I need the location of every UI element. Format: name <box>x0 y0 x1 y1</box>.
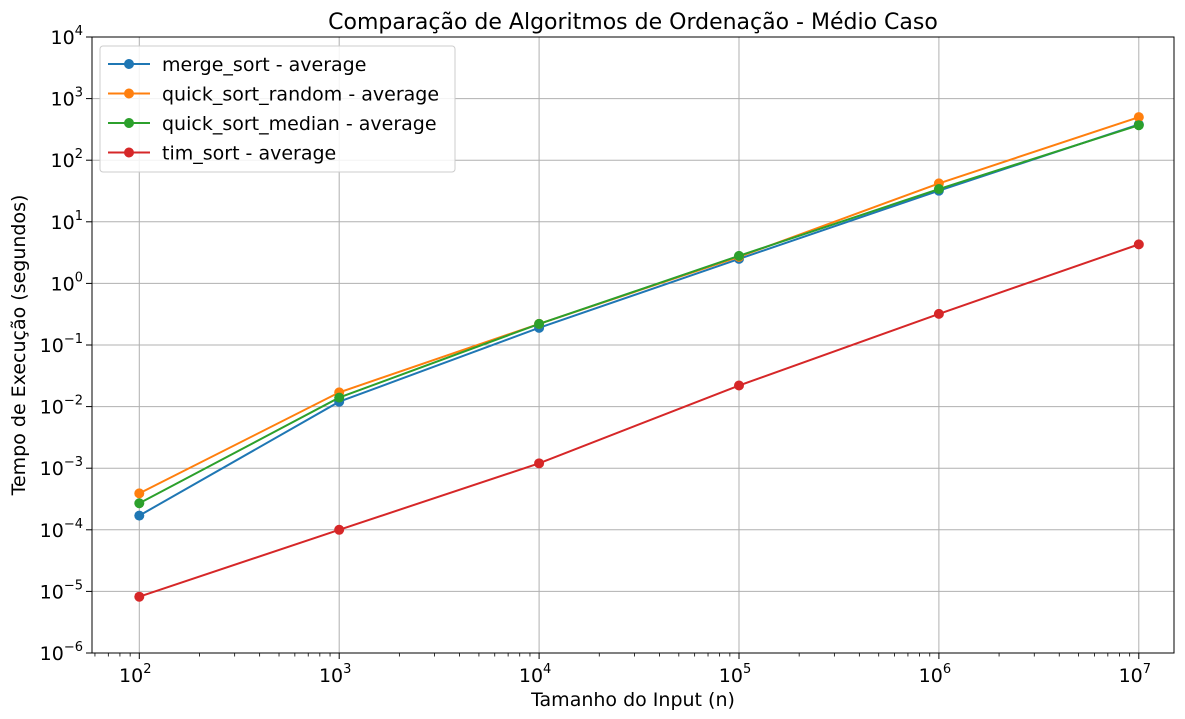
x-tick-label: 105 <box>719 662 751 687</box>
legend-marker-0 <box>124 59 134 69</box>
data-point-2-1 <box>334 392 345 403</box>
y-tick-label: 103 <box>51 86 83 111</box>
x-axis-ticks: 102 103 104 105 106 107 <box>119 653 1151 687</box>
x-axis-label: Tamanho do Input (n) <box>530 689 735 711</box>
legend-label-1: quick_sort_random - average <box>162 84 439 106</box>
legend-label-2: quick_sort_median - average <box>162 113 437 135</box>
data-point-0-0 <box>134 510 145 521</box>
y-tick-label: 10−1 <box>40 332 83 357</box>
data-point-3-0 <box>134 591 145 602</box>
data-point-3-5 <box>1133 239 1144 250</box>
y-tick-label: 101 <box>51 209 83 234</box>
x-tick-label: 102 <box>119 662 151 687</box>
y-tick-label: 10−4 <box>40 517 83 542</box>
series-line-0 <box>138 123 1140 517</box>
y-tick-label: 104 <box>51 24 83 49</box>
y-tick-label: 10−6 <box>40 640 83 665</box>
y-axis-ticks: 10−6 10−5 10−4 10−3 10−2 10−1 100 101 102 103 104 <box>40 24 92 665</box>
minor-ticks <box>94 653 1131 657</box>
legend-marker-3 <box>124 147 134 158</box>
data-point-2-5 <box>1133 120 1144 131</box>
legend: merge_sort - average quick_sort_random - … <box>99 45 456 173</box>
y-tick-label: 10−5 <box>40 578 83 603</box>
x-tick-label: 106 <box>919 662 951 687</box>
grid <box>92 36 1174 654</box>
legend-marker-2 <box>124 118 134 128</box>
data-point-3-4 <box>933 308 944 319</box>
data-point-1-5 <box>1133 112 1144 123</box>
data-point-2-0 <box>134 498 145 509</box>
series-line-2 <box>138 124 1140 505</box>
data-point-3-2 <box>534 458 545 469</box>
legend-marker-1 <box>124 88 134 99</box>
x-tick-label: 107 <box>1119 662 1151 687</box>
y-axis-label: Tempo de Execução (segundos) <box>8 195 30 497</box>
series-line-3 <box>138 243 1140 598</box>
data-point-2-3 <box>733 250 744 261</box>
legend-label-3: tim_sort - average <box>162 143 336 165</box>
data-point-1-0 <box>134 488 145 499</box>
legend-label-0: merge_sort - average <box>162 54 366 76</box>
x-tick-label: 103 <box>319 662 351 687</box>
chart-title: Comparação de Algoritmos de Ordenação - … <box>328 10 938 35</box>
y-tick-label: 10−3 <box>40 455 83 480</box>
x-tick-label: 104 <box>519 662 551 687</box>
series-lines <box>134 112 1144 602</box>
data-point-3-1 <box>334 524 345 535</box>
y-tick-label: 102 <box>51 147 83 172</box>
data-point-3-3 <box>733 380 744 391</box>
legend-box <box>99 45 456 173</box>
data-point-2-2 <box>534 318 545 329</box>
data-point-2-4 <box>933 184 944 195</box>
y-tick-label: 10−2 <box>40 394 83 419</box>
y-tick-label: 100 <box>51 270 83 295</box>
